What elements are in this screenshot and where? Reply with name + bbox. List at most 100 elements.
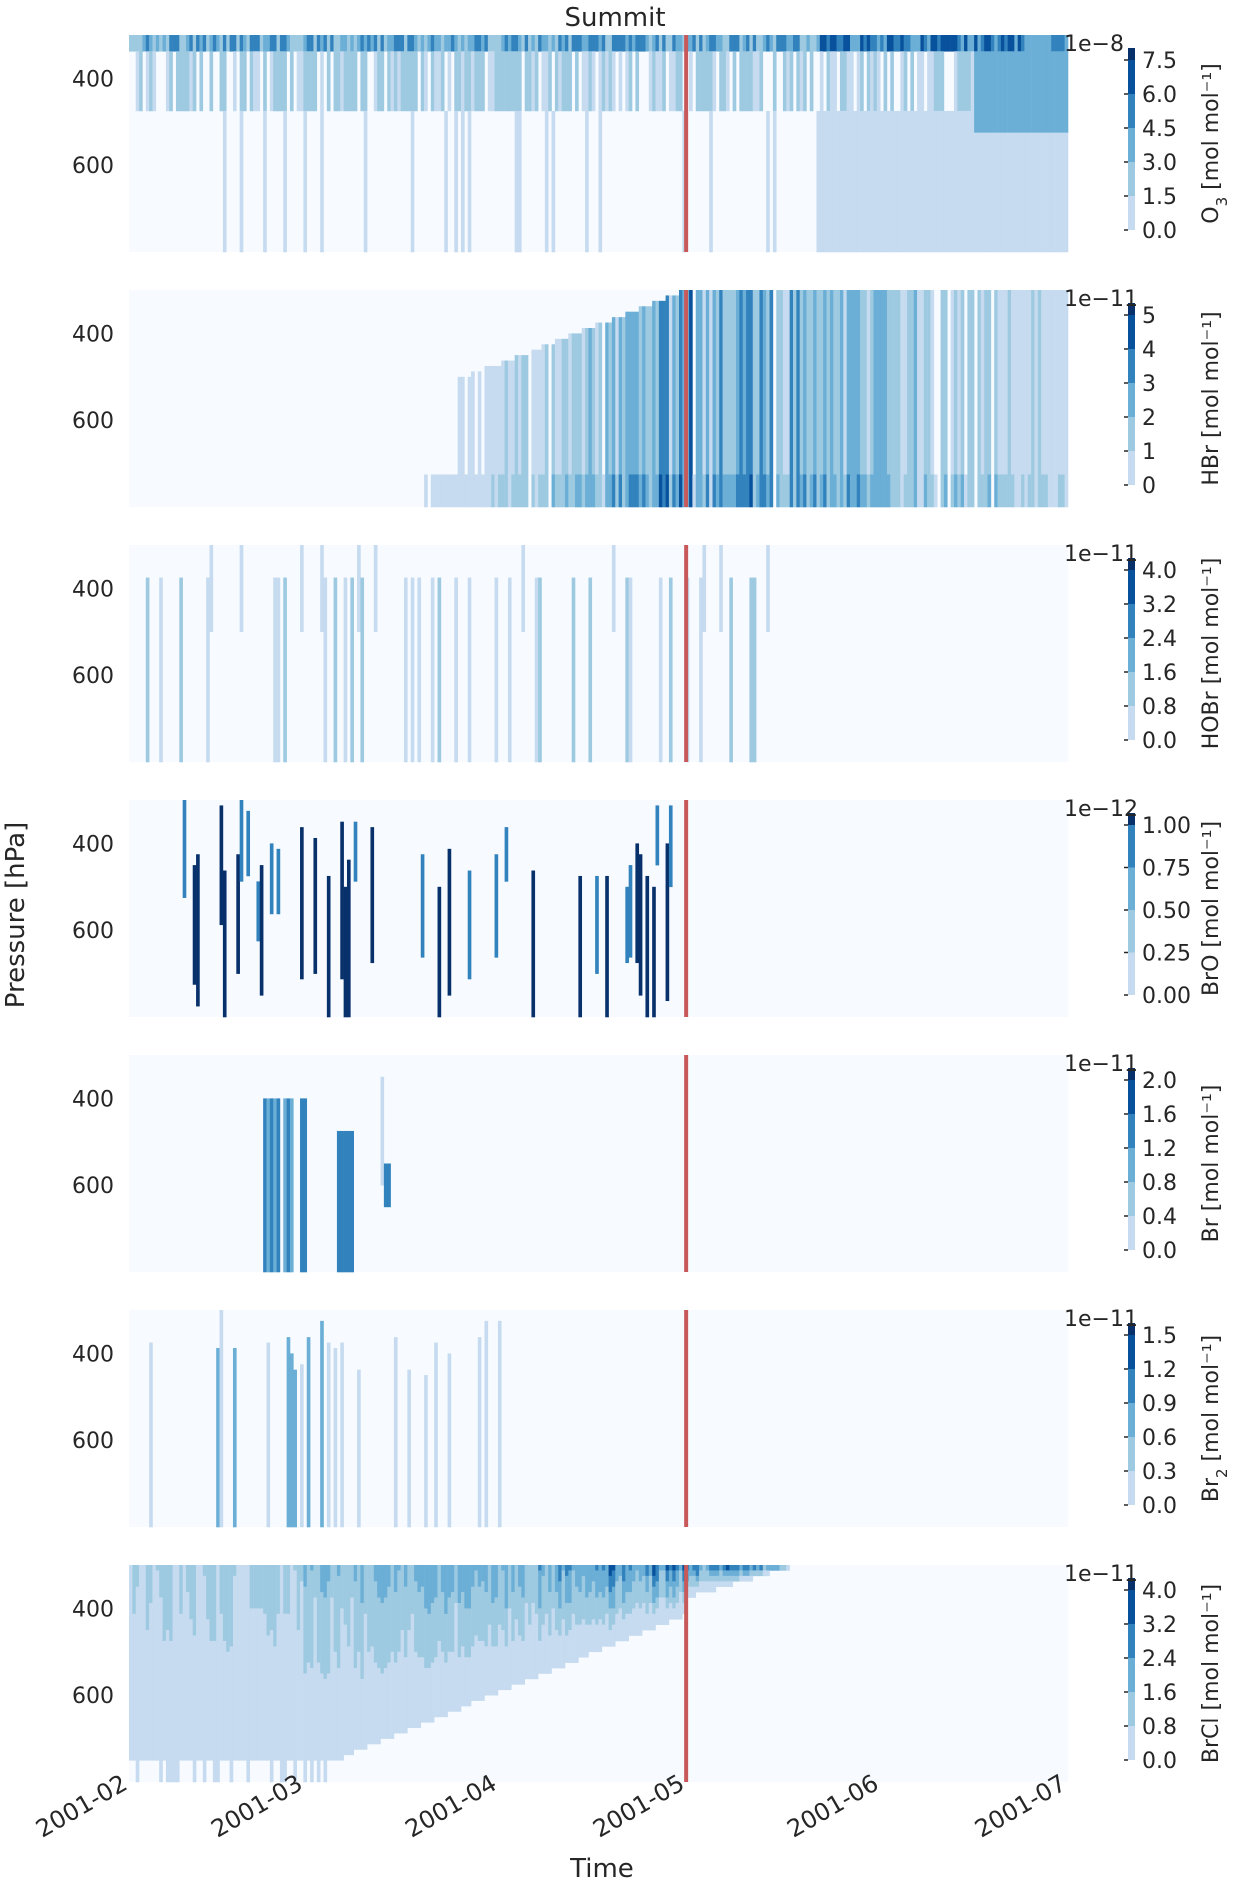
heatmap-cell	[806, 35, 811, 52]
heatmap-cell	[1041, 132, 1045, 253]
heatmap-cell	[414, 35, 418, 52]
heatmap-cell	[722, 1581, 727, 1587]
heatmap-cell	[387, 1662, 391, 1739]
heatmap-cell	[642, 474, 646, 508]
heatmap-cell	[957, 35, 961, 52]
heatmap-cell	[494, 1646, 499, 1696]
heatmap-cell	[732, 474, 737, 508]
heatmap-cell	[957, 110, 961, 253]
heatmap-cell	[575, 474, 579, 508]
heatmap-cell	[283, 35, 287, 52]
heatmap-cell	[571, 35, 576, 52]
heatmap-cell	[437, 474, 442, 508]
heatmap-cell	[350, 51, 354, 112]
heatmap-cell	[621, 1565, 626, 1582]
heatmap-cell	[947, 110, 951, 253]
heatmap-cell	[528, 1624, 532, 1680]
heatmap-cell	[206, 1565, 210, 1620]
heatmap-cell	[142, 1565, 147, 1761]
heatmap-cell	[658, 300, 663, 475]
heatmap-cell	[387, 35, 391, 52]
heatmap-cell	[1057, 474, 1062, 508]
heatmap-cell	[226, 35, 230, 52]
heatmap-cell	[333, 1565, 338, 1653]
heatmap-cell	[813, 474, 817, 508]
heatmap-cell	[645, 1565, 650, 1577]
heatmap-cell	[444, 1613, 448, 1663]
heatmap-cell	[330, 1565, 334, 1598]
heatmap-cell	[420, 854, 425, 958]
heatmap-cell	[658, 1565, 663, 1571]
heatmap-cell	[880, 110, 884, 253]
heatmap-cell	[709, 1565, 713, 1571]
heatmap-cell	[793, 35, 797, 52]
heatmap-cell	[373, 35, 378, 52]
heatmap-cell	[833, 51, 837, 253]
heatmap-cell	[1010, 132, 1015, 253]
heatmap-cell	[387, 1586, 391, 1663]
heatmap-cell	[866, 474, 871, 508]
y-tick-label: 400	[72, 577, 114, 602]
heatmap-cell	[705, 1570, 710, 1582]
heatmap-cell	[471, 1565, 475, 1587]
heatmap-cell	[953, 474, 958, 508]
heatmap-cell	[541, 1624, 546, 1674]
colorbar-segment	[1128, 1437, 1135, 1471]
heatmap-cell	[192, 35, 197, 112]
heatmap-cell	[779, 290, 784, 508]
heatmap-cell	[843, 474, 847, 508]
heatmap-cell	[420, 51, 425, 112]
heatmap-cell	[477, 1337, 482, 1528]
heatmap-cell	[860, 35, 864, 52]
heatmap-cell	[943, 110, 948, 253]
heatmap-cell	[296, 1565, 301, 1631]
heatmap-cell	[461, 1646, 465, 1707]
heatmap-cell	[367, 1651, 371, 1745]
heatmap-cell	[501, 35, 505, 52]
colorbar-tick-label: 3	[1142, 372, 1156, 397]
heatmap-cell	[836, 290, 841, 508]
heatmap-cell	[236, 35, 240, 52]
heatmap-cell	[320, 1565, 324, 1593]
colorbar-segment	[1128, 825, 1135, 868]
heatmap-cell	[1041, 35, 1045, 133]
heatmap-cell	[259, 1608, 264, 1761]
y-tick-label: 600	[72, 1429, 114, 1454]
heatmap-cell	[363, 1613, 368, 1750]
heatmap-cell	[554, 1630, 559, 1669]
heatmap-cell	[444, 1565, 448, 1615]
heatmap-cell	[739, 290, 743, 508]
heatmap-cell	[756, 1565, 760, 1571]
heatmap-cell	[383, 1597, 388, 1669]
heatmap-cell	[863, 290, 868, 475]
heatmap-cell	[403, 35, 408, 112]
heatmap-cell	[689, 35, 693, 52]
heatmap-cell	[554, 338, 559, 475]
heatmap-cell	[709, 110, 713, 253]
heatmap-cell	[591, 327, 596, 475]
heatmap-cell	[149, 35, 153, 52]
heatmap-cell	[196, 854, 200, 1007]
heatmap-cell	[531, 51, 536, 112]
heatmap-cell	[1047, 290, 1052, 508]
heatmap-cell	[461, 1592, 465, 1647]
heatmap-cell	[454, 474, 458, 508]
heatmap-field	[129, 800, 1068, 1018]
heatmap-cell	[746, 51, 750, 112]
heatmap-cell	[269, 51, 274, 112]
heatmap-cell	[980, 35, 985, 52]
heatmap-cell	[568, 1602, 572, 1631]
heatmap-cell	[672, 1581, 676, 1598]
heatmap-cell	[819, 290, 824, 475]
heatmap-cell	[615, 1613, 619, 1642]
heatmap-cell	[172, 1565, 177, 1783]
heatmap-cell	[967, 290, 972, 508]
heatmap-cell	[186, 35, 190, 52]
heatmap-cell	[427, 35, 432, 52]
heatmap-cell	[564, 51, 569, 112]
